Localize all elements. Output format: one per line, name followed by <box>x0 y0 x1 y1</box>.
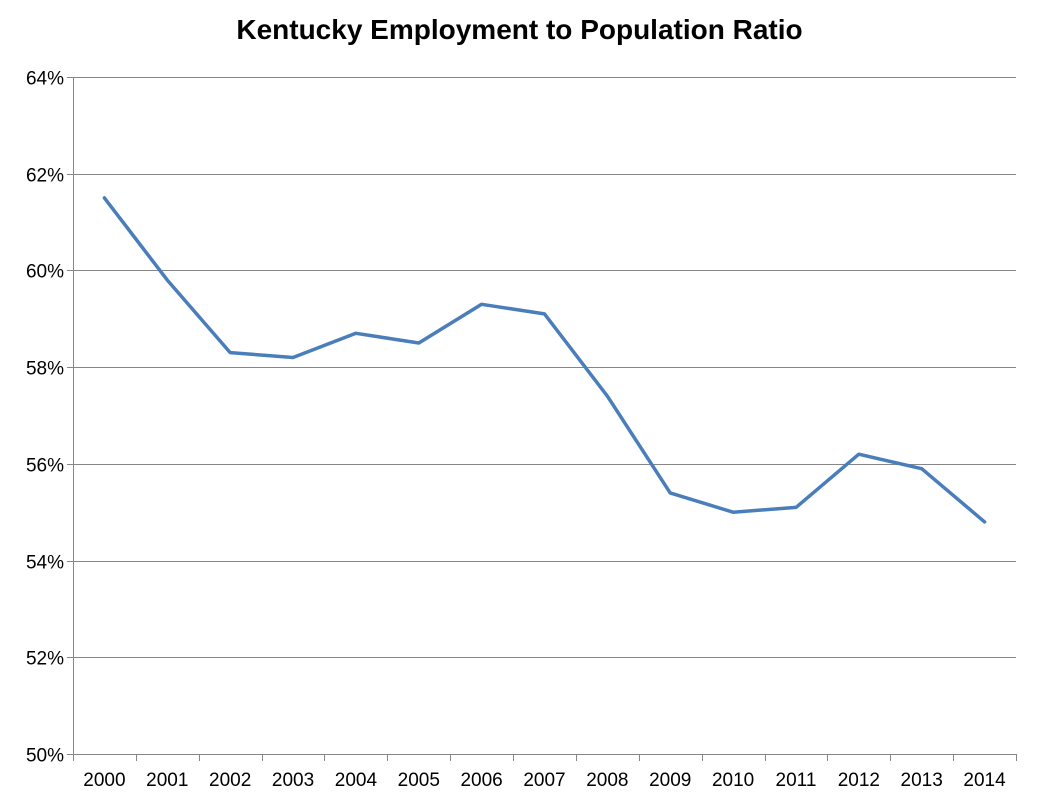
data-point <box>668 491 672 495</box>
x-tick-labels: 2000 2001 2002 2003 2004 2005 2006 2007 2008 2009… <box>83 770 1006 791</box>
chart-title: Kentucky Employment to Population Ratio <box>236 14 803 45</box>
x-tick-label: 2004 <box>335 770 378 791</box>
y-tick-label: 60% <box>26 262 64 283</box>
data-point <box>291 355 295 359</box>
x-tick-label: 2009 <box>649 770 691 791</box>
data-point <box>920 467 924 471</box>
data-point <box>228 351 232 355</box>
x-tick-label: 2010 <box>712 770 754 791</box>
x-tick-label: 2012 <box>838 770 880 791</box>
data-point <box>165 278 169 282</box>
data-point <box>354 331 358 335</box>
data-point <box>731 510 735 514</box>
x-tick-label: 2011 <box>776 770 817 791</box>
gridlines <box>73 77 1016 658</box>
x-tick-label: 2005 <box>398 770 440 791</box>
data-point <box>417 341 421 345</box>
series <box>102 196 987 524</box>
y-tick-label: 52% <box>26 649 64 670</box>
y-tick-label: 58% <box>26 359 64 380</box>
data-point <box>102 196 106 200</box>
x-tick-label: 2003 <box>272 770 314 791</box>
series-line <box>102 196 987 524</box>
x-tick-label: 2000 <box>83 770 125 791</box>
x-tick-label: 2006 <box>460 770 502 791</box>
axes <box>67 77 1017 761</box>
x-tick-label: 2013 <box>901 770 943 791</box>
y-tick-label: 64% <box>26 69 64 90</box>
y-tick-label: 56% <box>26 456 64 477</box>
x-tick-label: 2001 <box>146 770 188 791</box>
data-point <box>983 520 987 524</box>
x-tick-label: 2008 <box>586 770 628 791</box>
data-point <box>543 312 547 316</box>
y-tick-label: 54% <box>26 553 64 574</box>
data-point <box>480 302 484 306</box>
x-tick-label: 2007 <box>523 770 565 791</box>
y-tick-label: 62% <box>26 166 64 187</box>
y-tick-label: 50% <box>26 746 64 767</box>
x-tick-label: 2014 <box>963 770 1006 791</box>
y-tick-labels: 50% 52% 54% 56% 58% 60% 62% 64% <box>26 69 64 767</box>
x-tick-label: 2002 <box>209 770 251 791</box>
data-point <box>605 394 609 398</box>
data-point <box>857 452 861 456</box>
data-point <box>794 505 798 509</box>
